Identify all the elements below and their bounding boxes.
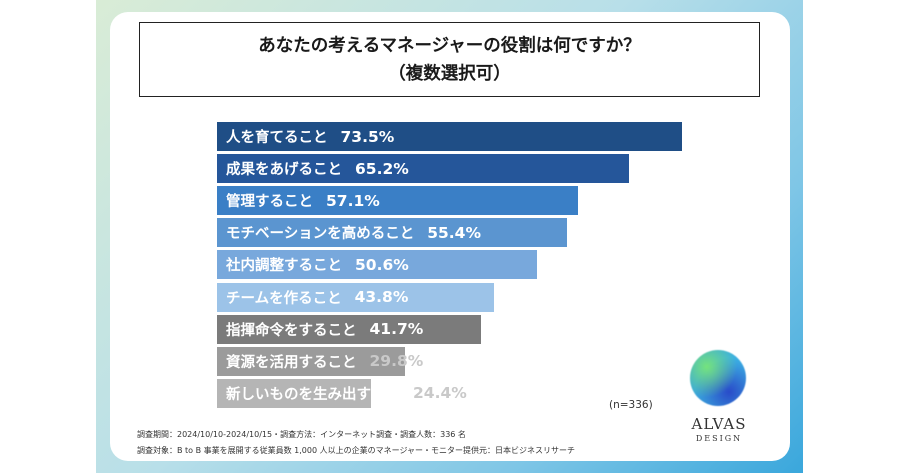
bar-category-label: 新しいものを生み出すこと (226, 386, 400, 403)
survey-target-note: 調査対象：B to B 事業を展開する従業員数 1,000 人以上の企業のマネー… (137, 446, 576, 455)
bar-2: 成果をあげること 65.2% (217, 154, 630, 184)
bar-value-label: 55.4% (427, 223, 481, 242)
bar-4: モチベーションを高めること 55.4% (217, 218, 568, 248)
bar-category-label: モチベーションを高めること (226, 226, 415, 243)
bar-category-label: 資源を活用すること (226, 354, 357, 371)
alvas-logo-mark (690, 350, 746, 406)
bar-value-label: 41.7% (369, 320, 424, 339)
bar-5: 社内調整すること 50.6% (217, 250, 537, 280)
bar-value-label: 29.8% (369, 352, 424, 371)
bar-value-label: 65.2% (355, 159, 409, 178)
alvas-logo-subtext: DESIGN (695, 434, 743, 443)
bar-category-label: 社内調整すること (226, 258, 342, 275)
alvas-logo-text: ALVAS (691, 415, 747, 433)
bar-category-label: 管理すること (226, 194, 313, 211)
bar-value-label: 43.8% (354, 288, 409, 306)
bar-3: 管理すること 57.1% (217, 186, 578, 216)
chart-title: あなたの考えるマネージャーの役割は何ですか？ (258, 35, 641, 56)
bar-category-label: 指揮命令をすること (226, 322, 357, 339)
chart-title-box: あなたの考えるマネージャーの役割は何ですか？ （複数選択可） (139, 22, 760, 97)
bar-value-label: 24.4% (413, 384, 467, 403)
survey-period-note: 調査期間：2024/10/10-2024/10/15・調査方法：インターネット調… (137, 430, 466, 439)
bar-value-label: 57.1% (326, 191, 380, 210)
bar-value-label: 73.5% (340, 127, 395, 146)
bar-value-label: 50.6% (355, 255, 409, 274)
sample-size-note: (n=336) (609, 399, 653, 411)
bar-6: チームを作ること 43.8% (217, 282, 494, 312)
bar-9: 新しいものを生み出すこと 24.4% (217, 378, 467, 408)
bar-1: 人を育てること 73.5% (217, 122, 682, 151)
bar-8: 資源を活用すること 29.8% (217, 346, 423, 376)
bar-category-label: 成果をあげること (226, 162, 342, 179)
bar-7: 指揮命令をすること 41.7% (217, 314, 481, 344)
bar-category-label: チームを作ること (226, 290, 342, 307)
chart-subtitle: （複数選択可） (388, 63, 511, 84)
bar-category-label: 人を育てること (226, 130, 328, 146)
